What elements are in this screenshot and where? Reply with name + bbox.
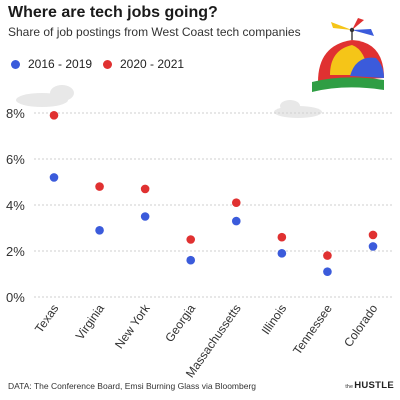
data-point xyxy=(277,249,287,258)
data-point xyxy=(49,173,59,182)
x-tick-label: Virginia xyxy=(73,301,107,342)
legend-item-2016-2019: 2016 - 2019 xyxy=(11,57,92,71)
data-point xyxy=(140,212,150,221)
y-tick-label: 6% xyxy=(6,152,25,167)
brand-logo: theHUSTLE xyxy=(345,380,394,391)
data-point xyxy=(95,226,104,235)
y-tick-label: 2% xyxy=(6,244,25,259)
data-points xyxy=(49,111,378,277)
data-point xyxy=(231,216,241,226)
legend-label-2016-2019: 2016 - 2019 xyxy=(28,57,93,71)
x-axis-labels: Texas Virginia New York GeorgiaMassachusset… xyxy=(32,301,381,380)
cloud-decoration-right xyxy=(274,100,322,118)
data-point xyxy=(277,232,287,242)
brand-name: HUSTLE xyxy=(354,380,394,391)
y-tick-label: 0% xyxy=(6,290,25,305)
data-point xyxy=(95,182,104,191)
x-tick-label: Illinois xyxy=(259,302,290,337)
source-note: DATA: The Conference Board, Emsi Burning… xyxy=(8,381,257,391)
data-point xyxy=(368,242,378,251)
y-tick-label: 4% xyxy=(6,198,25,213)
x-tick-label: New York xyxy=(112,301,153,351)
data-point xyxy=(140,184,150,194)
x-tick-label: Texas xyxy=(32,302,61,336)
y-tick-label: 8% xyxy=(6,106,25,121)
legend-label-2020-2021: 2020 - 2021 xyxy=(120,57,185,71)
propeller-cap-icon xyxy=(312,18,384,92)
cloud-decoration-left xyxy=(16,85,74,107)
data-point xyxy=(186,235,196,244)
y-axis-labels: 0% 2% 4% 6% 8% xyxy=(6,106,25,305)
chart-subtitle: Share of job postings from West Coast te… xyxy=(8,25,301,39)
brand-prefix: the xyxy=(345,384,354,390)
data-point xyxy=(49,111,59,120)
legend-item-2020-2021: 2020 - 2021 xyxy=(103,57,184,71)
legend-marker-blue xyxy=(11,59,20,69)
x-tick-label: Georgia xyxy=(162,301,198,344)
gridlines xyxy=(34,112,392,298)
data-point xyxy=(323,267,332,277)
legend-marker-red xyxy=(103,59,112,69)
x-tick-label: Tennessee xyxy=(290,301,335,357)
data-point xyxy=(323,251,332,260)
data-point xyxy=(368,230,378,240)
x-tick-label: Colorado xyxy=(341,301,381,349)
data-point xyxy=(186,255,196,265)
chart-title: Where are tech jobs going? xyxy=(8,4,218,21)
data-point xyxy=(231,198,241,207)
